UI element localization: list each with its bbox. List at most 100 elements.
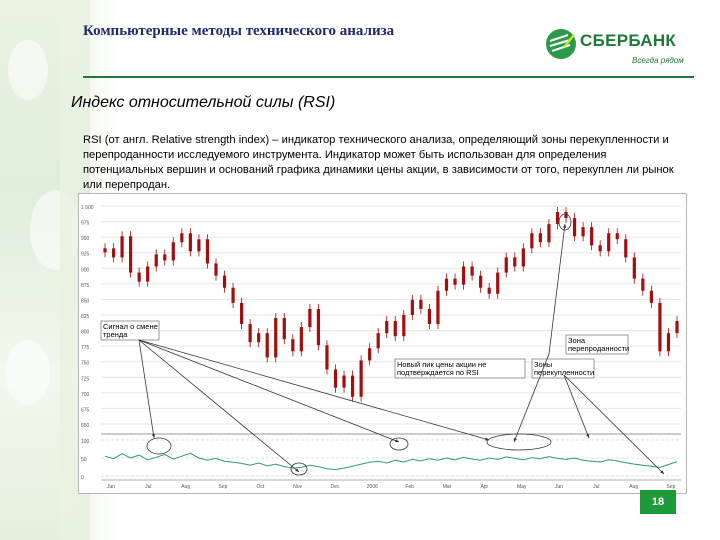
price-candle xyxy=(111,248,116,258)
price-candle xyxy=(171,242,175,261)
price-candle xyxy=(265,333,269,358)
price-candle xyxy=(188,233,192,252)
price-tick-label: 650 xyxy=(81,423,90,429)
logo-slogan: Всегда рядом xyxy=(632,56,684,65)
price-candle xyxy=(675,321,679,334)
sberbank-logo-icon xyxy=(546,29,576,59)
price-candle xyxy=(393,321,397,337)
price-tick-label: 1 000 xyxy=(81,205,94,211)
annotation-arrow xyxy=(138,339,300,473)
price-candle xyxy=(649,290,653,303)
x-tick-label: Jun xyxy=(555,484,563,490)
price-candle xyxy=(530,233,534,249)
price-candle xyxy=(282,318,286,340)
annotation-arrowhead xyxy=(395,439,399,443)
price-candle xyxy=(513,257,517,267)
annotation-overbought-text: Зона xyxy=(568,336,586,345)
price-candle xyxy=(410,299,414,315)
annotation-oversold-box xyxy=(531,358,595,379)
price-candle xyxy=(197,239,201,252)
annotation-arrowhead xyxy=(151,434,155,438)
price-candle xyxy=(359,360,363,397)
price-candle xyxy=(453,278,457,285)
price-tick-label: 800 xyxy=(81,330,90,336)
price-candle xyxy=(248,324,252,343)
price-candle xyxy=(564,212,568,219)
annotation-arrow xyxy=(548,223,566,355)
annotation-trend-signal-text: тренда xyxy=(103,330,128,339)
price-candle xyxy=(624,239,628,258)
logo-name: СБЕРБАНК xyxy=(580,31,677,50)
rsi-chart: 1 000 975 950 925 900 875 850 825 800 775 750 725 70… xyxy=(78,193,687,494)
price-candle xyxy=(350,375,355,397)
price-candle xyxy=(572,218,577,237)
annotation-arrowhead xyxy=(295,468,299,472)
x-tick-label: Aug xyxy=(181,484,190,490)
x-tick-label: Aug xyxy=(629,484,638,490)
price-candle xyxy=(154,254,158,267)
price-candle xyxy=(436,290,440,325)
price-candle xyxy=(590,227,594,246)
x-tick-label: Jun xyxy=(107,484,115,490)
price-candle xyxy=(299,327,303,352)
price-candle xyxy=(444,278,449,291)
price-tick-label: 700 xyxy=(81,392,90,398)
price-candle xyxy=(521,248,525,267)
price-candle xyxy=(129,236,133,273)
slide-description: RSI (от англ. Relative strength index) –… xyxy=(83,134,674,191)
price-candle xyxy=(555,212,560,225)
background-leaf-decoration xyxy=(0,0,120,540)
price-candle xyxy=(257,333,261,343)
price-tick-label: 775 xyxy=(81,345,90,351)
rsi-tick-label: 100 xyxy=(81,439,90,445)
price-candle xyxy=(496,272,500,294)
annotation-arrow xyxy=(513,353,550,443)
price-candle xyxy=(222,275,227,288)
annotation-overbought-box xyxy=(565,334,629,355)
rsi-tick-label: 0 xyxy=(81,475,84,481)
annotation-arrow xyxy=(563,374,590,439)
price-tick-label: 725 xyxy=(81,376,90,382)
x-tick-label: Jul xyxy=(145,484,151,490)
x-tick-label: Oct xyxy=(256,484,264,490)
price-candle xyxy=(214,263,218,276)
chart-canvas: 1 000 975 950 925 900 875 850 825 800 775 750 725 70… xyxy=(81,205,681,490)
x-tick-label: 2006 xyxy=(367,484,378,490)
annotation-overbought-text: перепроданности xyxy=(568,344,629,353)
price-candle xyxy=(137,272,141,282)
price-candle xyxy=(180,233,184,243)
price-candle xyxy=(120,236,124,258)
annotation-trend-signal-box xyxy=(100,320,160,341)
price-candle xyxy=(641,278,645,291)
header-divider xyxy=(83,76,694,78)
price-candle xyxy=(146,266,150,282)
signal-circle xyxy=(146,437,172,455)
price-candle xyxy=(205,239,210,264)
price-tick-label: 950 xyxy=(81,236,90,242)
price-candle xyxy=(316,308,321,346)
price-candle xyxy=(538,233,543,243)
price-candle xyxy=(427,308,432,325)
price-tick-label: 900 xyxy=(81,267,90,273)
price-candle xyxy=(615,233,619,240)
price-candle xyxy=(402,314,406,337)
price-tick-label: 825 xyxy=(81,314,90,320)
price-candle xyxy=(368,348,372,361)
price-candle xyxy=(479,275,483,288)
price-tick-label: 975 xyxy=(81,221,90,227)
price-candle xyxy=(666,333,671,352)
annotation-trend-signal-text: Сигнал о смене xyxy=(103,322,158,331)
x-tick-label: Apr xyxy=(480,484,488,490)
price-peak-circle xyxy=(558,213,572,231)
rsi-line xyxy=(104,452,678,471)
price-candle xyxy=(342,375,346,388)
price-candle xyxy=(658,302,662,352)
price-candle xyxy=(632,257,636,279)
price-candle xyxy=(103,248,107,253)
x-tick-label: Jul xyxy=(593,484,599,490)
annotation-arrowhead xyxy=(563,224,567,228)
price-candle xyxy=(163,254,167,261)
x-tick-label: Mar xyxy=(443,484,452,490)
price-candle xyxy=(581,227,585,237)
x-tick-label: Sep xyxy=(219,484,228,490)
